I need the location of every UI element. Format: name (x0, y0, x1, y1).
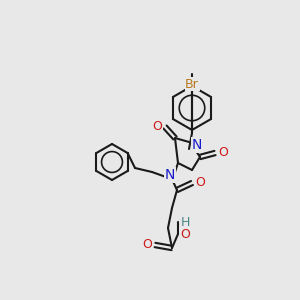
Text: O: O (218, 146, 228, 160)
Text: O: O (142, 238, 152, 251)
Text: H: H (180, 215, 190, 229)
Text: Br: Br (185, 77, 199, 91)
Text: N: N (192, 138, 202, 152)
Text: O: O (180, 227, 190, 241)
Text: N: N (165, 168, 175, 182)
Text: O: O (152, 121, 162, 134)
Text: O: O (195, 176, 205, 190)
